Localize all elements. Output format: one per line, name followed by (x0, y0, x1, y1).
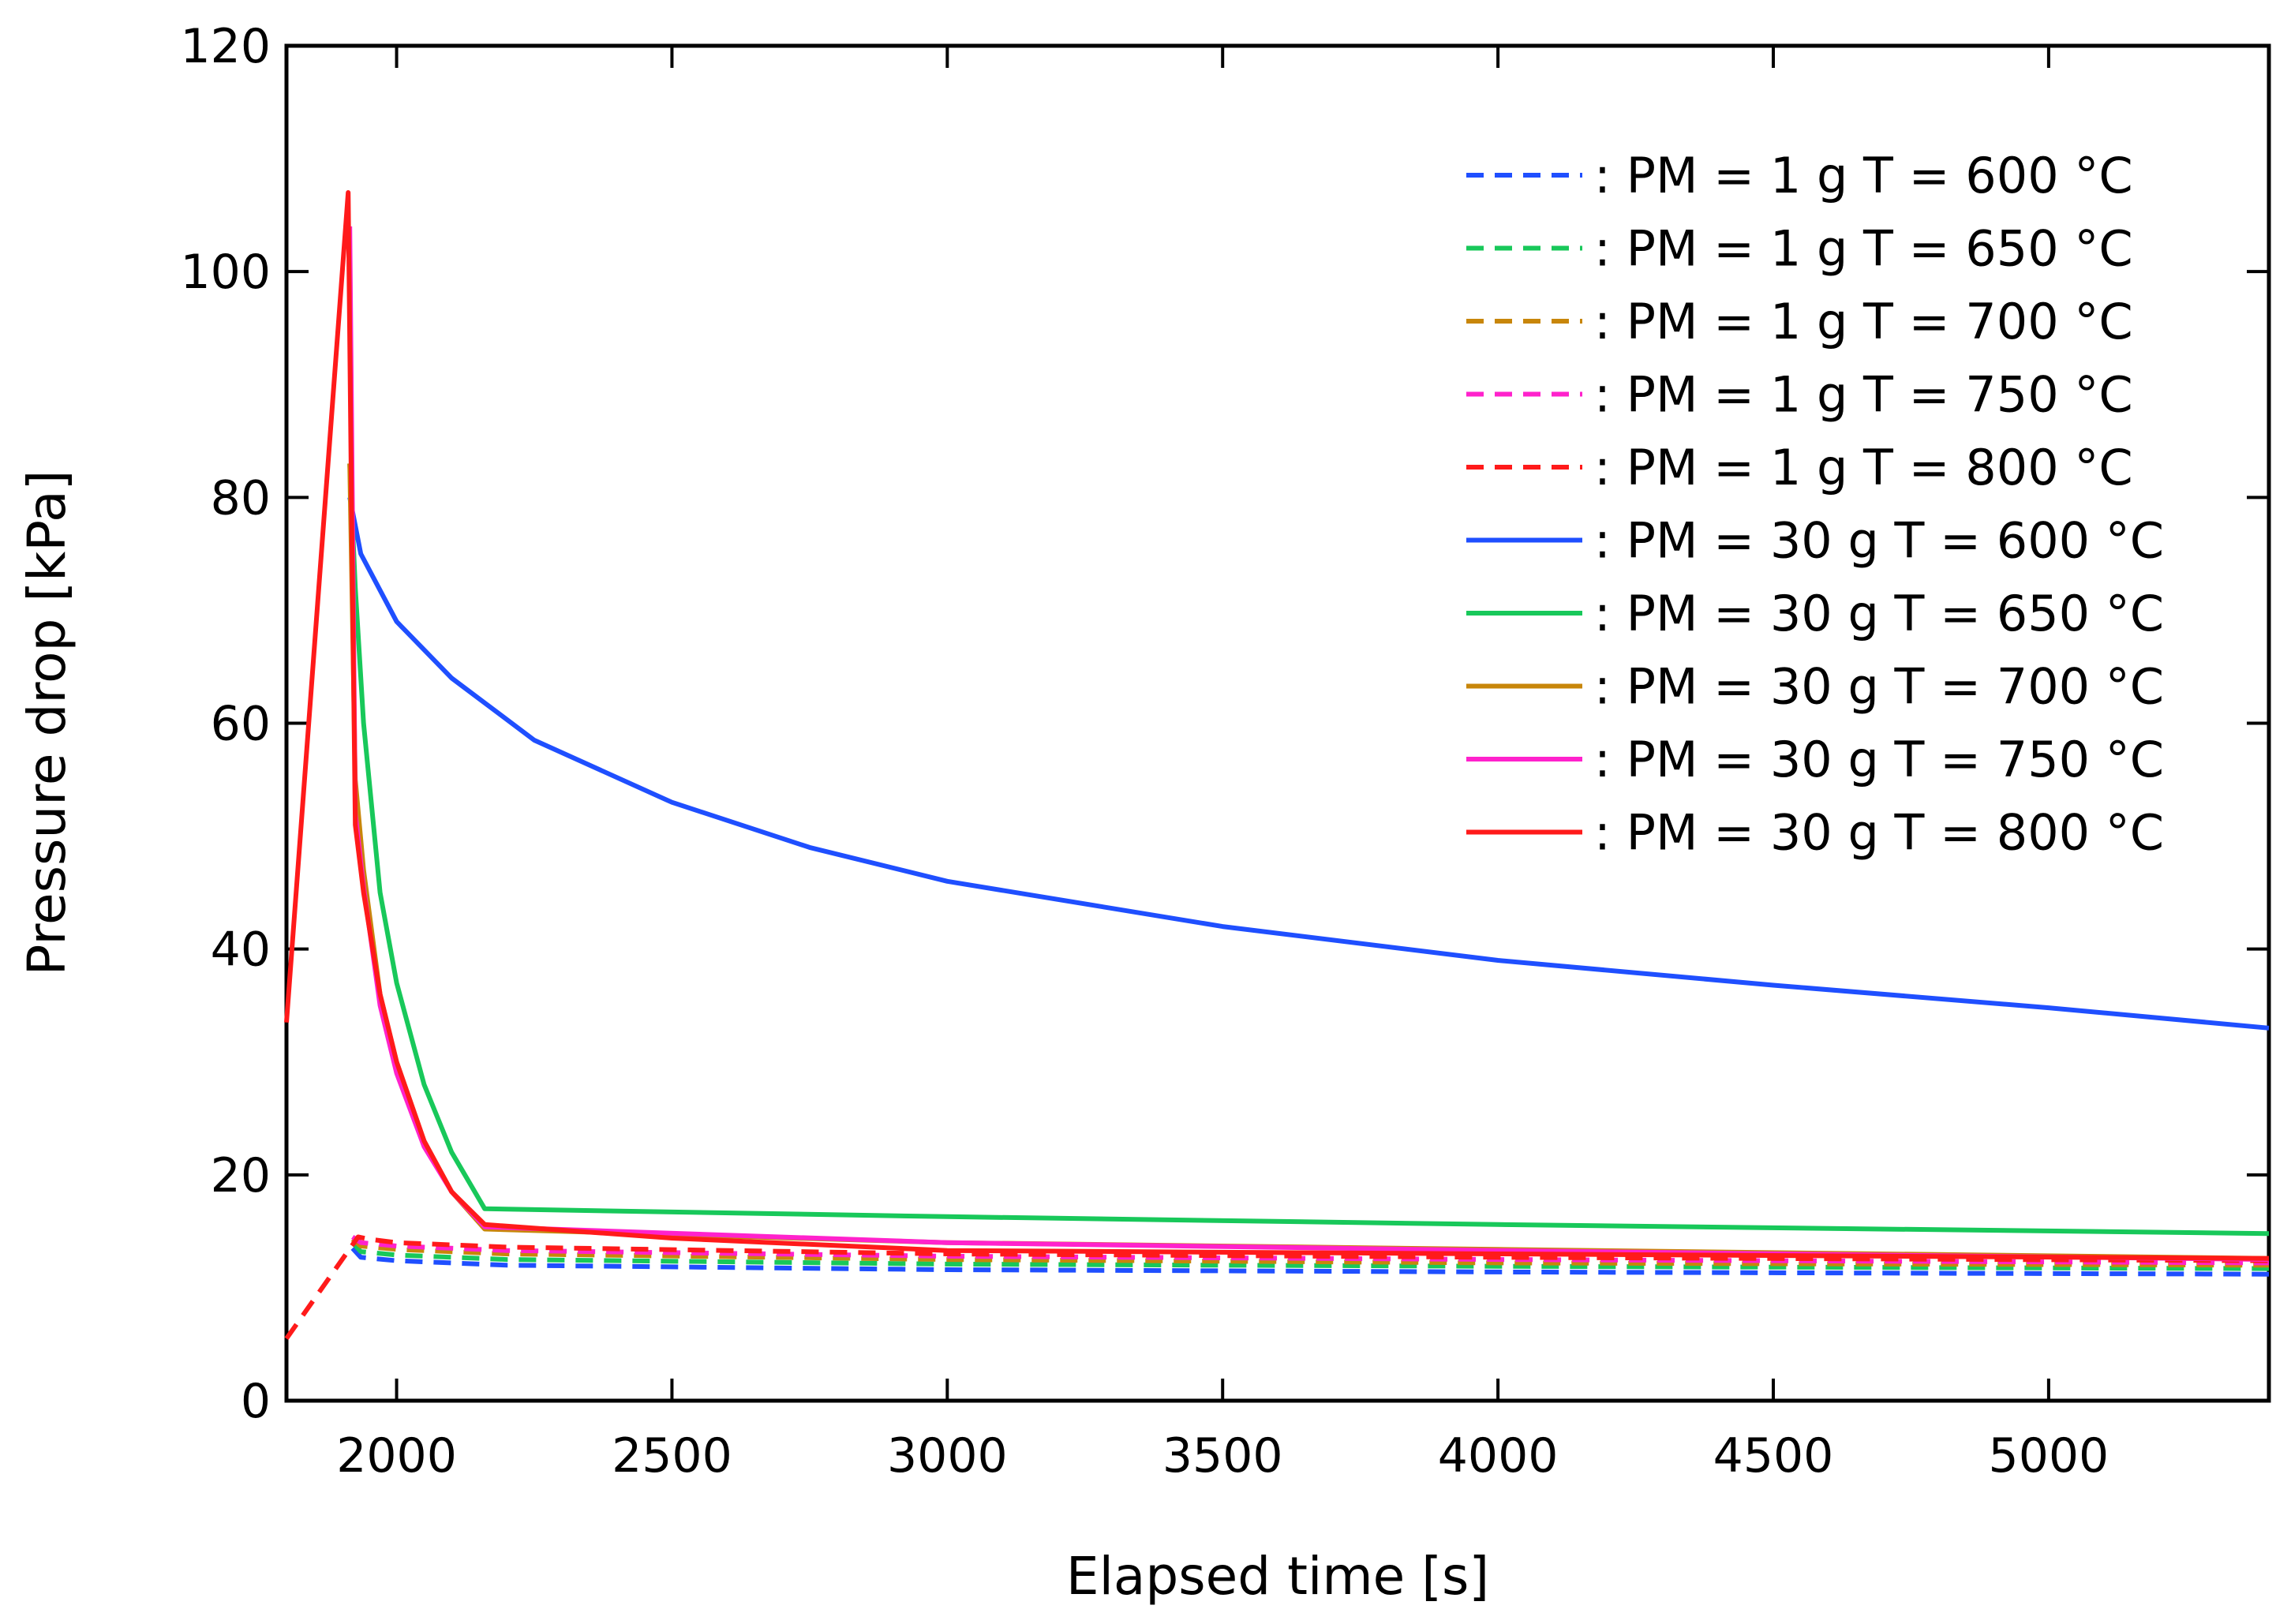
series-line-10 (284, 190, 2270, 1261)
x-tick-label: 2500 (612, 1428, 732, 1484)
series-line-3 (350, 1237, 2270, 1268)
y-tick-label: 60 (211, 697, 271, 752)
series-layer (284, 190, 2270, 1341)
legend-label: : PM = 1 g T = 650 °C (1594, 220, 2133, 278)
x-axis-ticks: 2000 2500 3000 3500 4000 4500 5000 (336, 46, 2109, 1484)
series-line-5 (284, 1234, 2270, 1341)
x-axis-title: Elapsed time [s] (1066, 1546, 1489, 1607)
series-line-6 (347, 496, 2270, 1031)
legend: : PM = 1 g T = 600 °C : PM = 1 g T = 650 … (1466, 147, 2164, 862)
y-tick-label: 120 (180, 19, 271, 74)
x-tick-label: 3000 (887, 1428, 1008, 1484)
x-tick-label: 5000 (1989, 1428, 2109, 1484)
legend-label: : PM = 30 g T = 750 °C (1594, 731, 2164, 788)
y-axis-ticks: 0 20 40 60 80 100 120 (180, 19, 2269, 1429)
legend-label: : PM = 1 g T = 700 °C (1594, 293, 2133, 350)
legend-label: : PM = 1 g T = 800 °C (1594, 439, 2133, 496)
legend-label: : PM = 30 g T = 700 °C (1594, 658, 2164, 716)
series-line-1 (350, 1246, 2270, 1277)
legend-label: : PM = 1 g T = 600 °C (1594, 147, 2133, 204)
legend-label: : PM = 30 g T = 600 °C (1594, 512, 2164, 570)
y-tick-label: 100 (180, 245, 271, 300)
series-line-2 (350, 1240, 2270, 1271)
legend-label: : PM = 30 g T = 800 °C (1594, 804, 2164, 862)
legend-label: : PM = 30 g T = 650 °C (1594, 585, 2164, 642)
y-tick-label: 0 (241, 1374, 271, 1429)
x-tick-label: 4000 (1438, 1428, 1559, 1484)
x-tick-label: 3500 (1162, 1428, 1283, 1484)
y-tick-label: 80 (211, 470, 271, 526)
series-line-7 (347, 463, 2270, 1237)
y-tick-label: 40 (211, 922, 271, 978)
y-axis-title: Pressure drop [kPa] (17, 470, 77, 976)
legend-label: : PM = 1 g T = 750 °C (1594, 366, 2133, 424)
x-tick-label: 2000 (336, 1428, 457, 1484)
x-tick-label: 4500 (1713, 1428, 1834, 1484)
y-tick-label: 20 (211, 1148, 271, 1203)
